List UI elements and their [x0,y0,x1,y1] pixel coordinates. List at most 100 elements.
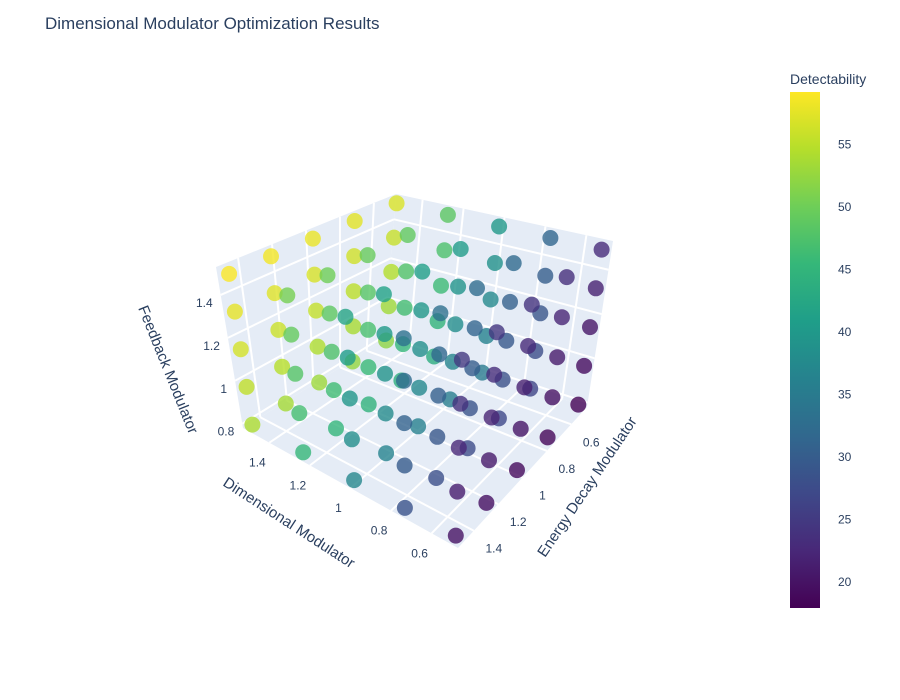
x-tick-label: 1.2 [290,478,307,492]
data-point [226,303,243,320]
colorbar-tick-label: 30 [838,450,852,464]
data-point [429,428,446,445]
data-point [306,266,323,283]
data-points [221,195,610,544]
data-point [537,267,554,284]
colorbar-tick-label: 55 [838,138,852,152]
data-point [396,372,412,389]
x-tick-label: 1.4 [249,456,266,470]
y-tick-label: 1 [539,489,546,503]
data-point [346,472,363,489]
data-point [339,349,356,366]
data-point [386,229,402,246]
y-tick-label: 0.6 [583,435,600,449]
z-tick-label: 0.8 [218,425,235,439]
data-point [399,227,416,243]
colorbar-tick-label: 25 [838,512,852,526]
data-point [553,309,570,326]
data-point [308,302,325,319]
data-point [279,287,296,304]
data-point [520,338,537,354]
data-point [221,265,238,282]
data-point [304,230,321,247]
data-point [337,308,354,325]
data-point [377,405,394,422]
data-point [428,470,445,486]
data-point [346,213,363,229]
data-point [410,418,427,435]
data-point [432,305,449,322]
data-point [413,302,430,319]
data-point [270,321,287,338]
y-tick-label: 1.2 [510,515,527,529]
data-point [570,396,587,413]
y-tick-label: 0.8 [558,462,575,476]
data-point [274,358,291,375]
data-point [558,269,575,286]
data-point [319,267,336,284]
data-point [360,359,377,376]
z-tick-label: 1 [220,382,227,396]
data-point [377,365,393,382]
data-point [483,409,500,426]
data-point [375,286,392,303]
data-point [309,338,326,355]
data-point [453,351,470,368]
z-axis-title: Feedback Modulator [134,303,201,436]
data-point [414,263,431,280]
axis-tick-labels: 0.6 0.8 1 1.2 1.4 0.6 0.8 1 1.2 1.4 0.8 1 1.2 1.4 [196,296,600,560]
data-point [481,452,497,469]
data-point [311,374,328,391]
data-point [491,218,508,235]
data-point [360,321,377,338]
data-point [449,483,466,500]
data-point [430,387,447,404]
colorbar-tick-label: 35 [838,387,852,401]
data-point [539,429,556,446]
colorbar-tick-label: 45 [838,262,852,276]
data-point [452,395,469,412]
data-point [398,263,415,280]
y-gridline [259,416,475,532]
data-point [542,230,559,246]
z-tick-label: 1.4 [196,296,213,310]
data-point [232,341,249,358]
data-point [295,444,312,461]
data-point [325,382,342,399]
data-point [244,416,261,433]
colorbar-gradient [790,92,820,608]
data-point [359,247,376,264]
data-point [323,343,340,360]
data-point [411,379,428,396]
data-point [359,284,376,301]
colorbar: Detectability 20 25 30 35 40 45 50 55 [790,71,866,608]
data-point [593,241,610,258]
data-point [263,248,279,265]
data-point [396,457,413,474]
data-point [509,462,525,479]
data-point [505,255,522,272]
data-point [395,330,412,347]
data-point [321,305,338,322]
data-point [328,420,344,437]
data-point [502,293,518,310]
x-tick-label: 0.8 [371,524,388,538]
data-point [523,296,540,313]
data-point [447,527,464,544]
data-point [436,242,453,259]
chart-title: Dimensional Modulator Optimization Resul… [45,14,380,33]
z-gridline [227,257,392,339]
y-gridline [339,366,548,452]
y-gridline [366,349,572,426]
data-point [452,241,469,257]
data-point [388,195,405,212]
data-point [482,291,499,308]
data-point [512,420,529,437]
data-point [380,298,397,315]
x-tick-label: 0.6 [411,546,428,560]
data-point [486,366,503,383]
data-point [431,346,448,363]
data-point [396,499,413,516]
x-gridline [561,235,588,399]
